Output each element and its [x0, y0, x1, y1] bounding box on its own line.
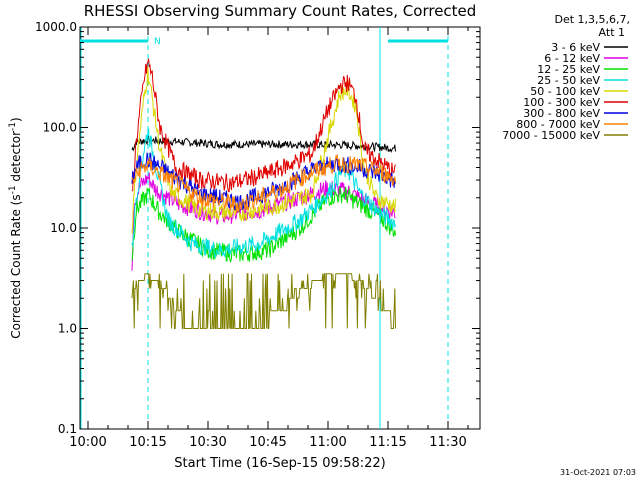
x-tick-label: 10:30: [189, 435, 226, 450]
y-axis-label-mid: detector: [9, 131, 23, 186]
y-axis: 0.1 1.0 10.0 100.0 1000.0: [35, 20, 480, 436]
y-axis-label-sup1: -1: [8, 185, 18, 194]
x-tick-label: 10:00: [69, 435, 106, 450]
y-tick-label: 100.0: [43, 121, 77, 135]
series-line-8: [131, 273, 396, 329]
x-tick-label: 11:00: [309, 435, 346, 450]
series-line-0: [131, 135, 396, 154]
legend-entry-label: 7000 - 15000 keV: [502, 129, 600, 142]
x-tick-label: 10:15: [129, 435, 166, 450]
x-axis-label: Start Time (16-Sep-15 09:58:22): [174, 456, 385, 471]
y-tick-label: 1000.0: [35, 20, 77, 34]
plot-area: N: [79, 26, 481, 430]
legend-header-line1: Det 1,3,5,6,7,: [554, 13, 630, 26]
x-tick-label: 11:15: [369, 435, 406, 450]
flag-label: N: [154, 37, 161, 47]
chart-title: RHESSI Observing Summary Count Rates, Co…: [84, 2, 477, 20]
series-line-7: [131, 154, 396, 213]
legend-entry-label: 3 - 6 keV: [551, 41, 600, 54]
y-axis-label: Corrected Count Rate (s-1 detector-1): [8, 117, 23, 338]
legend-entry-label: 100 - 300 keV: [523, 96, 600, 109]
legend-entry-label: 50 - 100 keV: [530, 85, 600, 98]
footer-timestamp: 31-Oct-2021 07:03: [560, 468, 636, 477]
legend-header-line2: Att 1: [599, 26, 625, 39]
y-tick-label: 10.0: [50, 221, 77, 235]
series-line-5: [131, 58, 396, 193]
legend-entry-label: 25 - 50 keV: [537, 74, 600, 87]
y-axis-label-sup2: -1: [8, 122, 18, 131]
series-lines: [131, 58, 396, 329]
x-axis: 10:00 10:15 10:30 10:45 11:00 11:15 11:30: [69, 27, 469, 450]
y-tick-label: 1.0: [58, 322, 77, 336]
x-tick-label: 10:45: [249, 435, 286, 450]
legend-entry-label: 6 - 12 keV: [544, 52, 600, 65]
legend-entry-label: 12 - 25 keV: [537, 63, 600, 76]
y-axis-label-main: Corrected Count Rate (s: [9, 194, 23, 338]
y-axis-label-end: ): [9, 117, 23, 122]
orbit-markers: N: [80, 27, 449, 429]
legend-entry-label: 800 - 7000 keV: [516, 118, 600, 131]
series-line-4: [131, 66, 396, 234]
series-line-3: [131, 128, 396, 258]
x-tick-label: 11:30: [429, 435, 466, 450]
legend-entry-label: 300 - 800 keV: [523, 107, 600, 120]
y-tick-label: 0.1: [58, 422, 77, 436]
